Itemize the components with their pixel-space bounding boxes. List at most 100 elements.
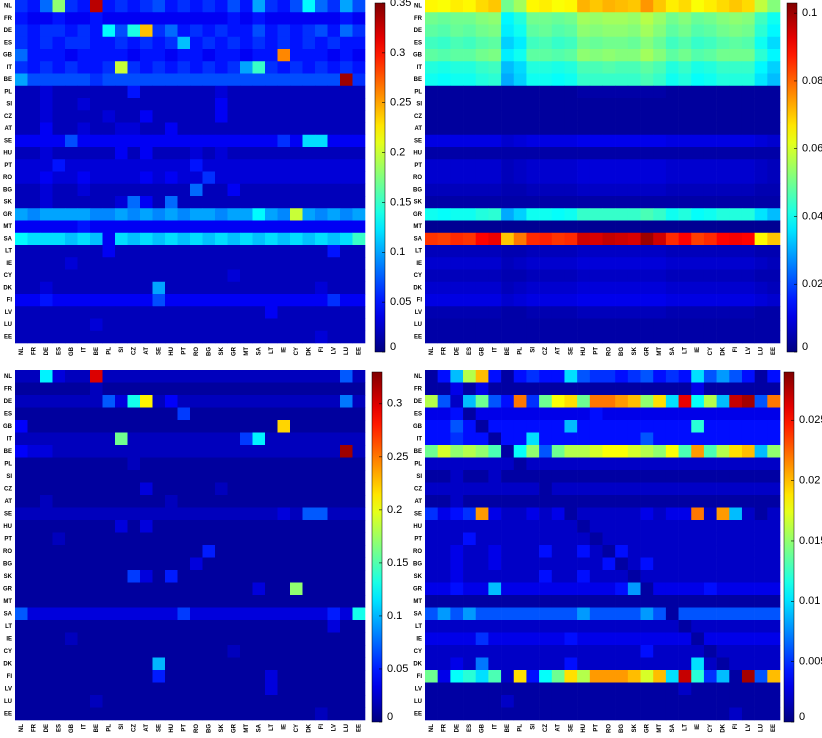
colorbar-tick-label: 0.2 (390, 146, 405, 158)
heatmap-cell (127, 470, 141, 483)
heatmap-cell (741, 73, 755, 87)
heatmap-cell (488, 232, 502, 246)
heatmap-cell (90, 707, 103, 721)
heatmap-cell (501, 470, 515, 483)
heatmap-cell (665, 257, 679, 270)
heatmap-cell (501, 382, 515, 396)
heatmap-cell (190, 657, 203, 671)
heatmap-cell (302, 532, 316, 546)
heatmap-cell (290, 0, 303, 13)
heatmap-cell (40, 330, 53, 344)
heatmap-cell (627, 122, 641, 136)
heatmap-cell (488, 171, 502, 185)
heatmap-cell (703, 73, 717, 87)
y-tick-label: RO (3, 175, 12, 181)
heatmap-cell (741, 0, 755, 13)
heatmap-cell (665, 520, 679, 533)
heatmap-cell (551, 582, 565, 596)
heatmap-cell (627, 582, 641, 596)
y-tick-label: SK (414, 574, 423, 580)
heatmap-cell (463, 495, 477, 508)
heatmap-cell (425, 482, 438, 496)
heatmap-cell (90, 570, 103, 583)
heatmap-cell (152, 73, 166, 87)
heatmap-cell (425, 432, 438, 446)
heatmap-cell (767, 682, 781, 696)
heatmap-cell (627, 445, 641, 458)
heatmap-cell (240, 122, 253, 136)
heatmap-cell (564, 482, 578, 496)
heatmap-cell (425, 545, 438, 558)
heatmap-cell (425, 620, 438, 633)
heatmap-cell (678, 532, 692, 546)
heatmap-cell (202, 432, 216, 446)
heatmap-cell (265, 110, 278, 123)
heatmap-cell (215, 570, 228, 583)
heatmap-cell (653, 306, 667, 319)
heatmap-cell (215, 257, 228, 270)
heatmap-cell (640, 294, 654, 307)
heatmap-cell (501, 370, 515, 383)
heatmap-cell (475, 382, 489, 396)
heatmap-cell (77, 208, 91, 221)
heatmap-cell (127, 245, 141, 258)
heatmap-cell (551, 545, 565, 558)
heatmap-cell (589, 645, 603, 658)
heatmap-cell (102, 171, 116, 185)
heatmap-cell (513, 0, 527, 13)
heatmap-cell (115, 495, 128, 508)
heatmap-cell (767, 520, 781, 533)
heatmap-cell (425, 607, 438, 621)
heatmap-cell (102, 183, 116, 197)
heatmap-cell (450, 695, 464, 708)
heatmap-cell (627, 507, 641, 521)
heatmap-cell (15, 49, 28, 62)
heatmap-cell (640, 159, 654, 172)
heatmap-cell (290, 657, 303, 671)
heatmap-cell (240, 670, 253, 683)
heatmap-cell (52, 110, 66, 123)
heatmap-cell (501, 171, 515, 185)
heatmap-cell (227, 85, 241, 99)
heatmap-cell (65, 85, 78, 99)
heatmap-cell (703, 12, 717, 25)
heatmap-cell (501, 520, 515, 533)
heatmap-cell (425, 306, 438, 319)
heatmap-cell (252, 382, 266, 396)
heatmap-cell (152, 507, 166, 521)
heatmap-cell (526, 620, 540, 633)
heatmap-cell (340, 257, 353, 270)
heatmap-cell (501, 445, 515, 458)
heatmap-cell (190, 457, 203, 471)
y-tick-label: SI (6, 102, 12, 108)
heatmap-cell (741, 670, 755, 683)
heatmap-cell (653, 620, 667, 633)
heatmap-cell (767, 582, 781, 596)
heatmap-cell (127, 545, 141, 558)
x-tick-label: LV (331, 347, 337, 354)
heatmap-cell (140, 220, 153, 234)
heatmap-cell (640, 657, 654, 671)
heatmap-cell (27, 220, 41, 234)
heatmap-cell (627, 570, 641, 583)
heatmap-cell (716, 682, 730, 696)
heatmap-cell (65, 582, 78, 596)
heatmap-cell (165, 85, 178, 99)
heatmap-cell (729, 220, 743, 234)
heatmap-cell (15, 12, 28, 25)
heatmap-cell (577, 407, 591, 421)
heatmap-cell (265, 395, 278, 408)
heatmap-cell (615, 457, 629, 471)
heatmap-cell (450, 122, 464, 136)
x-tick-label: IE (695, 347, 701, 353)
heatmap-cell (640, 208, 654, 221)
heatmap-cell (252, 595, 266, 608)
heatmap-cell (589, 122, 603, 136)
heatmap-cell (127, 695, 141, 708)
heatmap-cell (526, 607, 540, 621)
heatmap-cell (463, 183, 477, 197)
heatmap-cell (165, 657, 178, 671)
x-tick-label: SI (530, 347, 536, 353)
heatmap-cell (615, 607, 629, 621)
heatmap-cell (152, 245, 166, 258)
